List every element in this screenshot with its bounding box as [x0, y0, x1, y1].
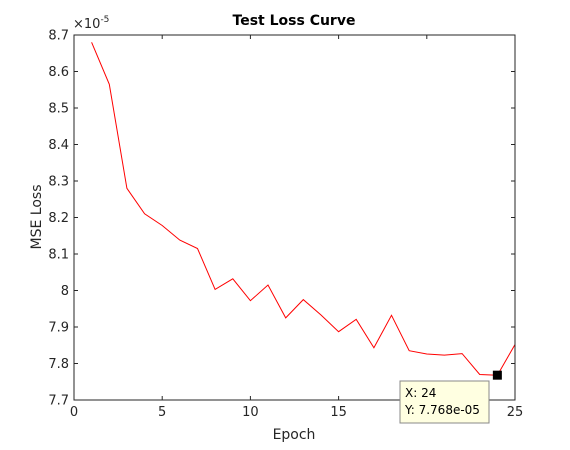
y-tick-label: 8 [61, 284, 69, 299]
y-tick-label: 8.1 [48, 248, 69, 263]
y-tick-label: 8.3 [48, 175, 69, 190]
x-tick-label: 25 [507, 405, 524, 420]
y-exponent-label: ×10-5 [73, 15, 109, 32]
y-tick-label: 7.9 [48, 321, 69, 336]
y-tick-label: 7.7 [48, 394, 69, 409]
x-axis-label: Epoch [273, 427, 316, 443]
plot-area-box [73, 34, 516, 401]
y-tick-label: 8.5 [48, 102, 69, 117]
x-tick-label: 10 [242, 405, 259, 420]
y-tick-label: 8.2 [48, 211, 69, 226]
datatip-y-text: Y: 7.768e-05 [404, 403, 480, 417]
loss-series-line [91, 42, 516, 376]
y-tick-label: 8.4 [48, 138, 69, 153]
datatip-marker[interactable] [492, 370, 502, 380]
y-axis-label: MSE Loss [29, 185, 45, 250]
datatip-box [399, 380, 490, 424]
y-tick-label: 8.6 [48, 65, 69, 80]
y-tick-label: 8.7 [48, 29, 69, 44]
x-tick-label: 15 [330, 405, 347, 420]
y-tick-label: 7.8 [48, 357, 69, 372]
x-tick-label: 5 [158, 405, 166, 420]
datatip[interactable]: X: 24 Y: 7.768e-05 [399, 370, 502, 424]
chart-title: Test Loss Curve [233, 13, 356, 29]
datatip-x-text: X: 24 [405, 386, 436, 400]
x-tick-label: 0 [70, 405, 78, 420]
